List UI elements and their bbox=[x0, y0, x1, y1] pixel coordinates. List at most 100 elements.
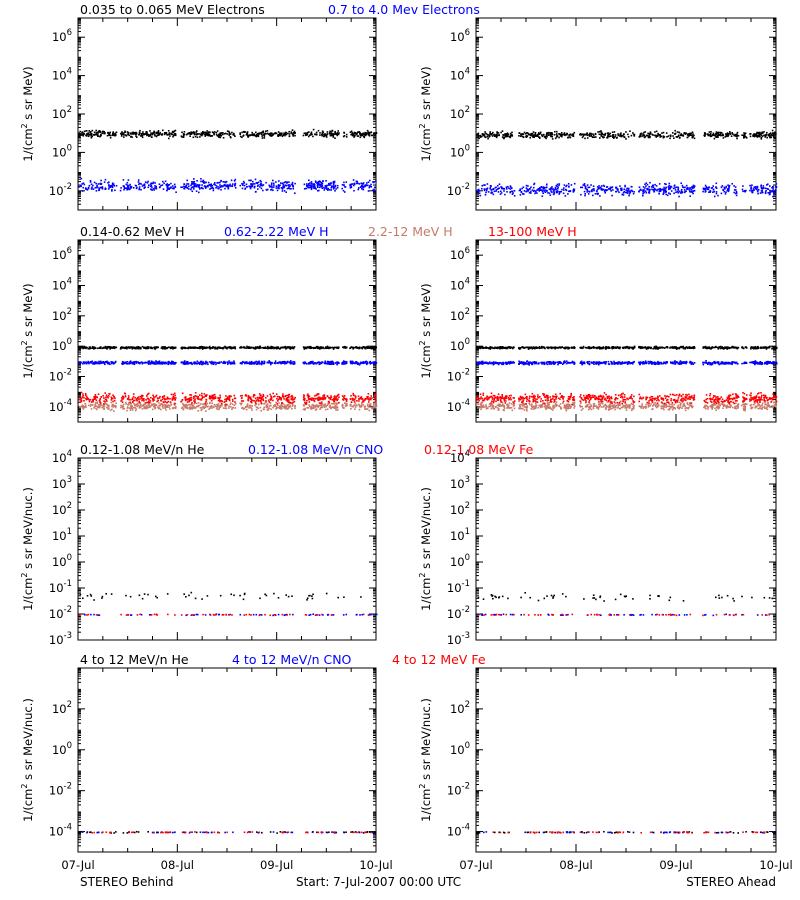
point-0-7-to-4-0-mev-electrons bbox=[500, 190, 502, 193]
point-2-2-12-mev-h bbox=[95, 407, 97, 410]
point-0-035-to-0-065-mev-electrons bbox=[511, 135, 514, 137]
point-0-7-to-4-0-mev-electrons bbox=[309, 182, 311, 184]
point-0-035-to-0-065-mev-electrons bbox=[554, 130, 556, 133]
point-0-035-to-0-065-mev-electrons bbox=[620, 135, 623, 138]
point-0-62-2-22-mev-h bbox=[345, 360, 347, 363]
point-0-035-to-0-065-mev-electrons bbox=[336, 134, 338, 137]
point-0-7-to-4-0-mev-electrons bbox=[628, 192, 631, 195]
point-0-035-to-0-065-mev-electrons bbox=[278, 134, 280, 137]
point-2-2-12-mev-h bbox=[275, 408, 277, 410]
point-0-62-2-22-mev-h bbox=[315, 362, 317, 365]
point-0-62-2-22-mev-h bbox=[227, 362, 229, 365]
point-0-14-0-62-mev-h bbox=[93, 347, 96, 350]
point-0-7-to-4-0-mev-electrons bbox=[686, 187, 688, 190]
point-0-035-to-0-065-mev-electrons bbox=[506, 135, 509, 138]
point-0-7-to-4-0-mev-electrons bbox=[664, 191, 667, 193]
point-0-7-to-4-0-mev-electrons bbox=[200, 178, 202, 180]
point-2-2-12-mev-h bbox=[206, 402, 209, 405]
point-0-14-0-62-mev-h bbox=[203, 347, 205, 349]
point-0-62-2-22-mev-h bbox=[342, 361, 344, 364]
point-0-035-to-0-065-mev-electrons bbox=[642, 134, 645, 137]
point-2-2-12-mev-h bbox=[126, 406, 129, 408]
point-0-7-to-4-0-mev-electrons bbox=[521, 187, 523, 190]
point-0-7-to-4-0-mev-electrons bbox=[712, 185, 714, 187]
point-0-7-to-4-0-mev-electrons bbox=[107, 182, 109, 184]
point-0-7-to-4-0-mev-electrons bbox=[307, 186, 309, 189]
point-0-035-to-0-065-mev-electrons bbox=[655, 135, 657, 138]
point-0-7-to-4-0-mev-electrons bbox=[259, 183, 261, 186]
point-0-035-to-0-065-mev-electrons bbox=[662, 135, 665, 137]
point-0-035-to-0-065-mev-electrons bbox=[691, 134, 693, 136]
point-0-035-to-0-065-mev-electrons bbox=[727, 133, 730, 135]
point-0-62-2-22-mev-h bbox=[215, 363, 217, 366]
point-0-035-to-0-065-mev-electrons bbox=[551, 135, 553, 138]
point-0-035-to-0-065-mev-electrons bbox=[193, 131, 195, 133]
point-2-2-12-mev-h bbox=[192, 405, 194, 407]
point-0-62-2-22-mev-h bbox=[92, 361, 95, 364]
point-2-2-12-mev-h bbox=[195, 402, 198, 405]
point-0-035-to-0-065-mev-electrons bbox=[78, 135, 81, 137]
point-0-035-to-0-065-mev-electrons bbox=[199, 136, 201, 138]
point-0-14-0-62-mev-h bbox=[323, 347, 325, 350]
point-2-2-12-mev-h bbox=[251, 409, 253, 411]
point-0-035-to-0-065-mev-electrons bbox=[531, 134, 533, 136]
point-2-2-12-mev-h bbox=[330, 407, 332, 410]
point-0-7-to-4-0-mev-electrons bbox=[681, 192, 683, 194]
point-0-035-to-0-065-mev-electrons bbox=[743, 132, 745, 134]
point-0-035-to-0-065-mev-electrons bbox=[564, 134, 566, 137]
point-0-035-to-0-065-mev-electrons bbox=[558, 136, 560, 139]
point-0-14-0-62-mev-h bbox=[239, 347, 242, 349]
point-0-7-to-4-0-mev-electrons bbox=[334, 190, 336, 192]
point-0-7-to-4-0-mev-electrons bbox=[321, 185, 323, 187]
point-0-7-to-4-0-mev-electrons bbox=[367, 181, 370, 183]
point-0-7-to-4-0-mev-electrons bbox=[742, 185, 744, 187]
point-2-2-12-mev-h bbox=[204, 404, 206, 407]
point-0-62-2-22-mev-h bbox=[205, 362, 208, 364]
point-2-2-12-mev-h bbox=[324, 408, 327, 411]
point-0-62-2-22-mev-h bbox=[111, 362, 113, 365]
point-0-14-0-62-mev-h bbox=[263, 347, 265, 349]
point-0-035-to-0-065-mev-electrons bbox=[489, 132, 491, 135]
point-0-7-to-4-0-mev-electrons bbox=[211, 184, 214, 187]
point-0-7-to-4-0-mev-electrons bbox=[316, 184, 319, 187]
point-0-035-to-0-065-mev-electrons bbox=[141, 136, 144, 139]
point-0-62-2-22-mev-h bbox=[319, 361, 321, 364]
point-0-7-to-4-0-mev-electrons bbox=[538, 190, 541, 192]
point-0-035-to-0-065-mev-electrons bbox=[529, 133, 531, 136]
point-0-14-0-62-mev-h bbox=[366, 346, 369, 349]
point-2-2-12-mev-h bbox=[140, 406, 142, 408]
point-0-035-to-0-065-mev-electrons bbox=[543, 135, 546, 138]
point-0-14-0-62-mev-h bbox=[193, 347, 196, 349]
point-0-7-to-4-0-mev-electrons bbox=[154, 185, 156, 187]
point-0-035-to-0-065-mev-electrons bbox=[599, 137, 601, 139]
point-0-035-to-0-065-mev-electrons bbox=[172, 131, 175, 133]
point-0-7-to-4-0-mev-electrons bbox=[242, 184, 244, 186]
point-0-14-0-62-mev-h bbox=[140, 347, 142, 350]
point-2-2-12-mev-h bbox=[175, 406, 177, 408]
point-0-035-to-0-065-mev-electrons bbox=[354, 132, 356, 134]
point-0-035-to-0-065-mev-electrons bbox=[572, 133, 574, 136]
point-0-035-to-0-065-mev-electrons bbox=[130, 135, 132, 138]
point-0-7-to-4-0-mev-electrons bbox=[681, 184, 684, 187]
point-0-7-to-4-0-mev-electrons bbox=[103, 181, 106, 183]
point-0-7-to-4-0-mev-electrons bbox=[112, 183, 115, 185]
point-2-2-12-mev-h bbox=[173, 407, 176, 409]
point-0-035-to-0-065-mev-electrons bbox=[686, 136, 689, 139]
point-2-2-12-mev-h bbox=[151, 404, 153, 407]
point-0-62-2-22-mev-h bbox=[160, 362, 162, 364]
point-0-035-to-0-065-mev-electrons bbox=[174, 129, 177, 132]
point-0-7-to-4-0-mev-electrons bbox=[336, 187, 339, 189]
point-0-035-to-0-065-mev-electrons bbox=[363, 136, 366, 139]
point-0-14-0-62-mev-h bbox=[232, 346, 235, 348]
point-0-7-to-4-0-mev-electrons bbox=[278, 187, 280, 190]
point-0-62-2-22-mev-h bbox=[99, 361, 101, 364]
point-0-035-to-0-065-mev-electrons bbox=[629, 130, 631, 132]
point-0-62-2-22-mev-h bbox=[289, 362, 292, 364]
point-0-7-to-4-0-mev-electrons bbox=[762, 185, 765, 187]
point-0-7-to-4-0-mev-electrons bbox=[658, 183, 661, 185]
point-0-035-to-0-065-mev-electrons bbox=[592, 136, 594, 139]
panel-1-title-3: 13-100 MeV H bbox=[488, 224, 577, 239]
point-0-035-to-0-065-mev-electrons bbox=[736, 135, 738, 138]
point-0-7-to-4-0-mev-electrons bbox=[764, 192, 767, 195]
